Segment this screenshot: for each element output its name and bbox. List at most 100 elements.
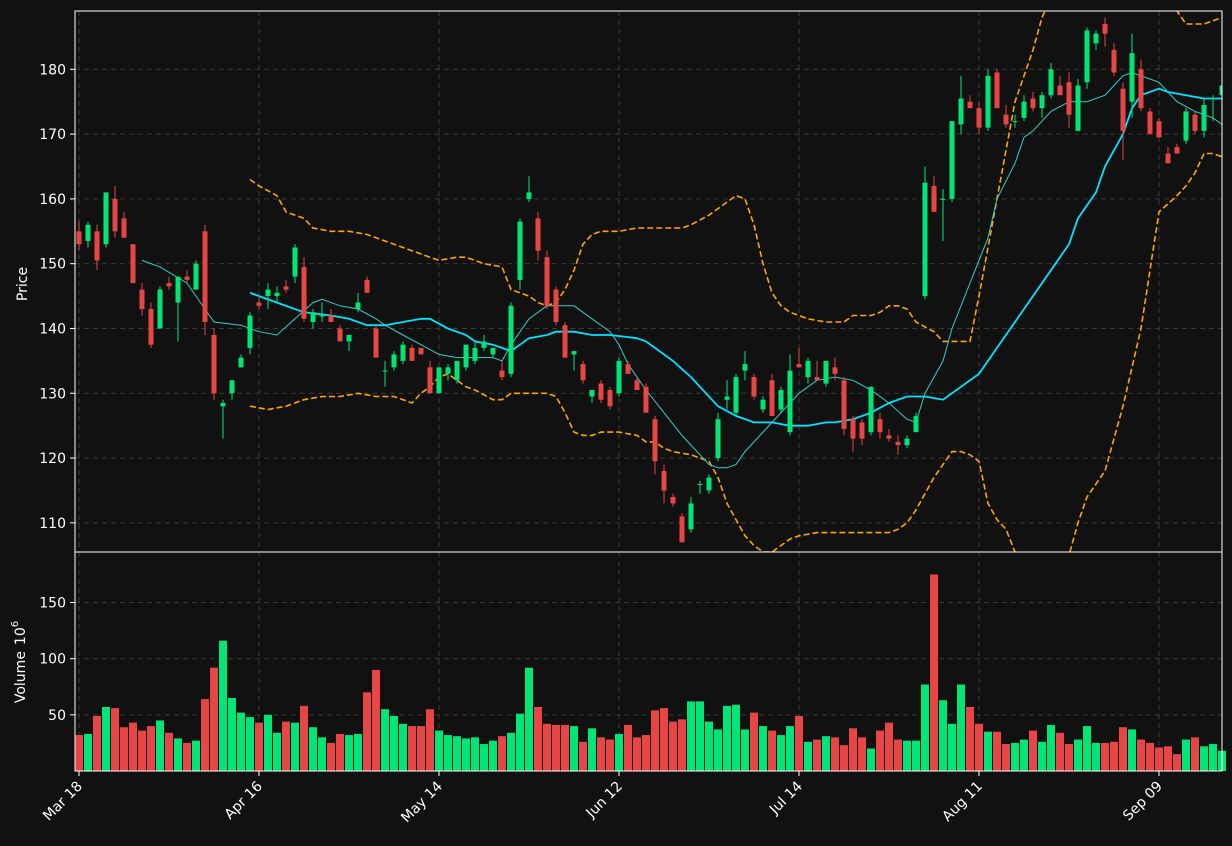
volume-bar	[984, 731, 992, 771]
candle-up	[1021, 101, 1027, 118]
candle-down	[535, 218, 541, 251]
candle-down	[1030, 98, 1036, 109]
candle-down	[670, 496, 676, 504]
candle-up	[490, 347, 496, 355]
x-tick-labels: Mar 18 Apr 16 May 14 Jun 12 Jul 14 Aug 11 Sep …	[40, 771, 1166, 826]
volume-bar	[192, 740, 200, 771]
price-tick-label: 160	[39, 192, 66, 208]
volume-bar	[1155, 747, 1163, 771]
candle-up	[274, 292, 280, 297]
volume-bars	[75, 574, 1226, 771]
volume-bar	[1038, 741, 1046, 771]
volume-bar	[1101, 742, 1109, 771]
candle-down	[652, 419, 658, 462]
candle-down	[121, 218, 127, 238]
volume-bar	[219, 640, 227, 771]
volume-bar	[1182, 739, 1190, 771]
candle-down	[94, 231, 100, 261]
volume-bar	[291, 722, 299, 771]
candle-up	[787, 370, 793, 433]
candle-down	[373, 328, 379, 358]
volume-bar	[849, 728, 857, 771]
candle-down	[418, 347, 424, 355]
candle-down	[886, 435, 892, 439]
volume-bar	[255, 722, 263, 771]
candle-down	[184, 276, 190, 280]
candle-up	[1084, 30, 1090, 83]
candle-down	[931, 185, 937, 212]
candle-up	[400, 344, 406, 361]
volume-bar	[498, 736, 506, 771]
upper-band-line	[249, 11, 1222, 343]
candle-up	[193, 263, 199, 290]
volume-tick-label: 50	[48, 708, 66, 724]
volume-axis-exponent: 6	[10, 621, 21, 627]
volume-bar	[516, 713, 524, 771]
candle-up	[481, 341, 487, 348]
volume-bar	[822, 736, 830, 771]
candle-down	[562, 325, 568, 358]
candle-up	[157, 289, 163, 329]
volume-bar	[678, 719, 686, 771]
candle-up	[319, 315, 325, 317]
candle-up	[958, 98, 964, 125]
candle-up	[517, 221, 523, 280]
volume-bar	[876, 730, 884, 771]
x-tick-label: Jun 12	[583, 779, 626, 822]
candle-up	[103, 192, 109, 245]
x-tick-label: Sep 09	[1120, 779, 1166, 825]
volume-bar	[1191, 737, 1199, 771]
candle-up	[220, 402, 226, 407]
volume-bar	[462, 738, 470, 771]
volume-bar	[156, 720, 164, 771]
candle-up	[1201, 104, 1207, 131]
volume-bar	[318, 737, 326, 771]
candlesticks	[76, 17, 1222, 543]
volume-bar	[120, 727, 128, 771]
volume-bar	[453, 736, 461, 771]
candle-up	[823, 360, 829, 384]
x-tick-label: Jul 14	[766, 778, 806, 818]
volume-bar	[966, 706, 974, 771]
candle-up	[1129, 53, 1135, 102]
candle-up	[616, 360, 622, 394]
candle-up	[589, 390, 595, 397]
price-tick-label: 120	[39, 451, 66, 467]
candle-down	[1057, 85, 1063, 96]
volume-bar	[1092, 742, 1100, 771]
candle-down	[976, 108, 982, 128]
volume-bar	[237, 712, 245, 771]
volume-bar	[651, 710, 659, 771]
volume-bar	[1137, 739, 1145, 771]
volume-bar	[831, 737, 839, 771]
volume-bar	[552, 724, 560, 771]
candle-down	[427, 367, 433, 394]
short-moving-average-line	[141, 72, 1222, 469]
candle-down	[625, 364, 631, 374]
candle-up	[1219, 85, 1222, 96]
volume-bar	[804, 741, 812, 771]
volume-bar	[345, 735, 353, 771]
volume-bar	[282, 721, 290, 771]
volume-bar	[381, 709, 389, 771]
candle-down	[634, 380, 640, 391]
volume-bar	[273, 732, 281, 771]
volume-bar	[588, 728, 596, 771]
price-tick-label: 140	[39, 321, 66, 337]
price-axis-label: Price	[15, 267, 31, 301]
candle-down	[580, 364, 586, 381]
price-tick-label: 110	[39, 516, 66, 532]
volume-bar	[606, 739, 614, 771]
candle-up	[1183, 111, 1189, 141]
volume-bar	[975, 723, 983, 771]
volume-bar	[957, 684, 965, 771]
candle-up	[229, 380, 235, 394]
volume-bar	[327, 742, 335, 771]
volume-bar	[480, 744, 488, 771]
volume-bar	[858, 737, 866, 771]
candle-up	[472, 347, 478, 361]
candle-down	[1120, 88, 1126, 131]
candle-down	[364, 279, 370, 293]
volume-bar	[1083, 726, 1091, 771]
